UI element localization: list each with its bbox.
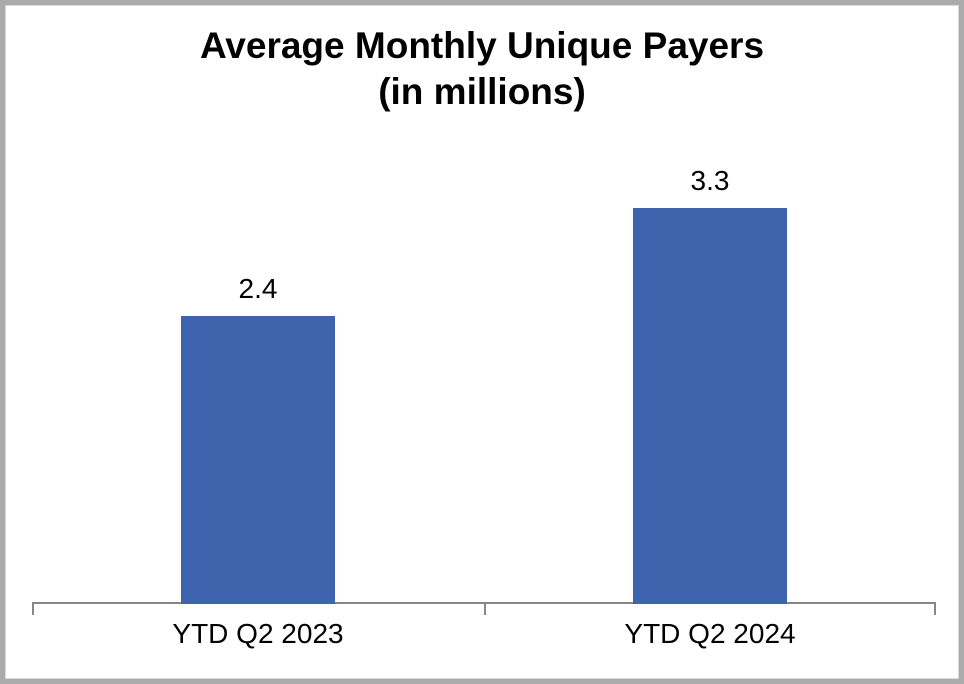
category-slot: 2.4 YTD Q2 2023 [32,5,484,679]
bar [181,316,335,604]
bar [633,208,787,604]
data-label: 3.3 [690,165,730,196]
category-label: YTD Q2 2024 [624,618,796,649]
data-label: 2.4 [238,273,278,304]
category-slot: 3.3 YTD Q2 2024 [484,5,936,679]
x-axis-tick [484,602,486,615]
x-axis-tick [934,602,936,615]
chart-title-line1: Average Monthly Unique Payers [199,25,765,66]
category-label: YTD Q2 2023 [172,618,344,649]
plot-area: 2.4 YTD Q2 2023 3.3 YTD Q2 2024 [32,5,936,679]
chart-title: Average Monthly Unique Payers (in millio… [5,23,959,115]
x-axis-tick [32,602,34,615]
chart-title-line2: (in millions) [378,71,586,112]
